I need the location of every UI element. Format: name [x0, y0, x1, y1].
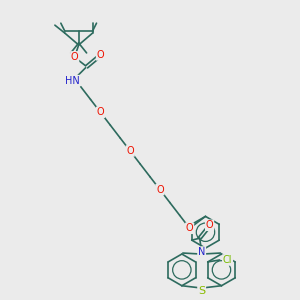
Text: O: O	[156, 184, 164, 195]
Text: O: O	[186, 223, 194, 233]
Text: S: S	[198, 286, 205, 296]
Text: O: O	[126, 146, 134, 156]
Text: O: O	[97, 50, 104, 60]
Text: O: O	[97, 107, 104, 117]
Text: O: O	[71, 52, 79, 62]
Text: Cl: Cl	[223, 255, 232, 265]
Text: HN: HN	[65, 76, 80, 85]
Text: O: O	[206, 220, 213, 230]
Text: N: N	[198, 247, 205, 257]
